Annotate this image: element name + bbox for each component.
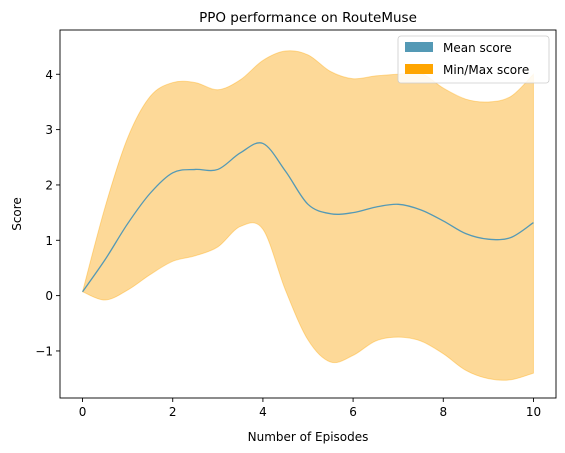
x-axis-label: Number of Episodes [248, 430, 369, 444]
y-axis-ticks: −1 0 1 2 3 4 [35, 68, 60, 358]
y-tick-label: −1 [35, 344, 53, 358]
x-tick-label: 6 [349, 405, 357, 419]
chart-title: PPO performance on RouteMuse [199, 10, 417, 26]
legend-box [397, 35, 550, 84]
legend-label-mean: Mean score [443, 41, 512, 55]
plot-frame [59, 29, 557, 399]
x-tick-label: 10 [526, 405, 541, 419]
x-tick-label: 0 [79, 405, 87, 419]
min-max-score-band [81, 50, 534, 381]
legend: Mean score Min/Max score [397, 35, 550, 84]
x-tick-label: 4 [259, 405, 267, 419]
legend-swatch-minmax [405, 64, 433, 74]
x-tick-label: 2 [169, 405, 177, 419]
y-tick-label: 1 [45, 234, 53, 248]
plot-area [81, 50, 534, 381]
y-tick-label: 4 [45, 68, 53, 82]
y-tick-label: 3 [45, 123, 53, 137]
mean-score-line [82, 142, 534, 293]
y-tick-label: 2 [45, 178, 53, 192]
legend-label-minmax: Min/Max score [443, 63, 529, 77]
y-axis-label: Score [10, 197, 24, 231]
y-tick-label: 0 [45, 289, 53, 303]
x-axis-ticks: 0 2 4 6 8 10 [79, 398, 541, 419]
legend-swatch-mean [405, 42, 433, 52]
x-tick-label: 8 [439, 405, 447, 419]
